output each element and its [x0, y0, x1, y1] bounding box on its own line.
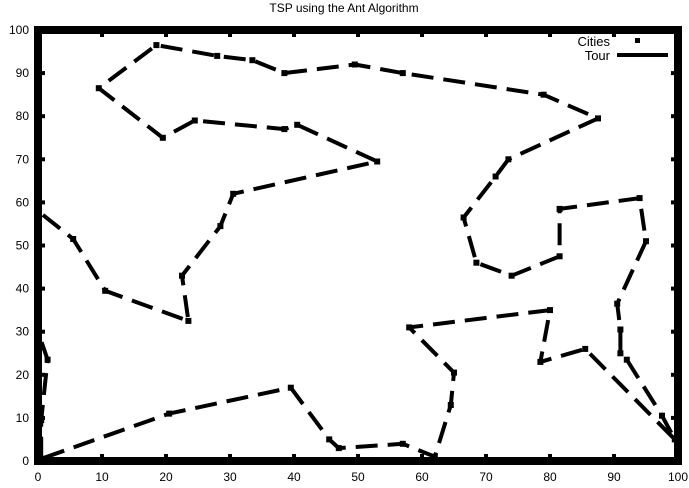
- city-point: [159, 134, 166, 141]
- tour-layer: [36, 43, 677, 461]
- city-point: [537, 358, 544, 365]
- y-tick-label: 20: [16, 368, 30, 382]
- city-point: [473, 259, 480, 266]
- city-point: [95, 85, 102, 92]
- city-point: [492, 173, 499, 180]
- city-point: [406, 324, 413, 331]
- legend-label-cities: Cities: [577, 34, 610, 49]
- city-point: [153, 42, 160, 49]
- city-point: [617, 350, 624, 357]
- plot-frame: [34, 26, 682, 465]
- city-point: [451, 369, 457, 376]
- city-point: [335, 445, 342, 452]
- y-tick-label: 50: [16, 239, 30, 253]
- y-tick-label: 100: [9, 23, 29, 37]
- city-point: [540, 91, 547, 98]
- city-point: [508, 272, 515, 279]
- city-point: [185, 317, 192, 324]
- city-point: [659, 412, 665, 419]
- city-point: [281, 126, 288, 133]
- city-point: [191, 117, 198, 124]
- x-axis-ticks: 0 10 20 30 40 50 60 70 80 90 100: [35, 30, 688, 484]
- y-tick-label: 30: [16, 325, 30, 339]
- x-tick-label: 20: [159, 470, 173, 484]
- city-point: [44, 356, 51, 363]
- y-tick-label: 70: [16, 152, 30, 166]
- cities-layer: [35, 42, 678, 462]
- city-point: [399, 440, 406, 447]
- city-point: [505, 156, 512, 163]
- x-tick-label: 80: [543, 470, 557, 484]
- x-tick-label: 40: [287, 470, 301, 484]
- x-tick-label: 10: [95, 470, 109, 484]
- city-point: [249, 57, 256, 64]
- city-point: [617, 326, 624, 333]
- x-tick-label: 70: [479, 470, 493, 484]
- city-point: [102, 287, 109, 294]
- x-tick-label: 90: [607, 470, 621, 484]
- city-point: [460, 214, 467, 221]
- city-point: [595, 115, 601, 122]
- city-point: [547, 307, 553, 314]
- y-tick-label: 0: [22, 454, 29, 468]
- city-point: [447, 402, 454, 408]
- legend: Cities Tour: [577, 34, 668, 63]
- city-point: [556, 253, 563, 260]
- y-tick-label: 90: [16, 66, 30, 80]
- x-tick-label: 30: [223, 470, 237, 484]
- x-tick-label: 60: [415, 470, 429, 484]
- city-point: [374, 158, 381, 165]
- chart-title: TSP using the Ant Algorithm: [269, 1, 418, 15]
- city-point: [326, 436, 333, 443]
- x-tick-label: 0: [35, 470, 42, 484]
- tour-line: [36, 43, 677, 461]
- city-point: [166, 410, 173, 417]
- y-axis-ticks: 0 10 20 30 40 50 60 70 80 90 100: [9, 23, 678, 468]
- city-point: [643, 238, 649, 245]
- city-point: [556, 205, 563, 212]
- x-tick-label: 100: [668, 470, 688, 484]
- city-point: [294, 121, 301, 128]
- city-point: [623, 356, 630, 363]
- city-point: [399, 70, 406, 77]
- city-point: [287, 384, 294, 391]
- city-point: [230, 190, 237, 197]
- city-point: [70, 236, 77, 242]
- y-tick-label: 40: [16, 282, 30, 296]
- x-tick-label: 50: [351, 470, 365, 484]
- city-point: [614, 300, 621, 307]
- legend-label-tour: Tour: [585, 48, 611, 63]
- city-point: [217, 223, 224, 230]
- y-tick-label: 80: [16, 109, 30, 123]
- y-tick-label: 60: [16, 195, 30, 209]
- y-tick-label: 10: [16, 411, 30, 425]
- city-point: [582, 345, 589, 352]
- legend-marker-cities: [635, 38, 640, 43]
- city-point: [179, 272, 185, 279]
- city-point: [636, 195, 643, 202]
- city-point: [214, 52, 221, 59]
- city-point: [281, 70, 288, 77]
- city-point: [431, 453, 438, 460]
- city-point: [351, 61, 358, 68]
